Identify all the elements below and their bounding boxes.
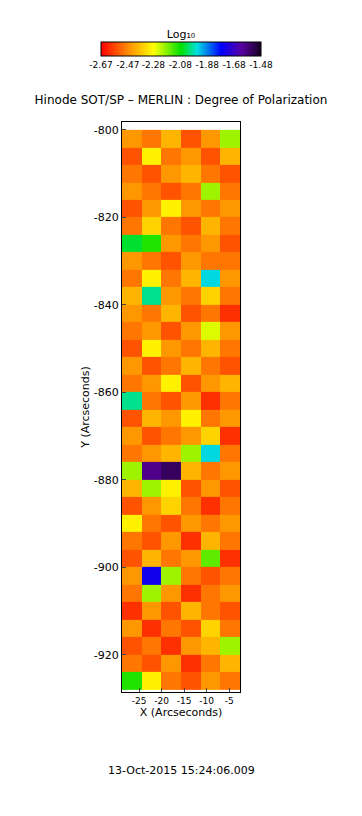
svg-text:-1.88: -1.88 — [196, 60, 220, 70]
svg-text:X (Arcseconds): X (Arcseconds) — [140, 706, 222, 719]
svg-text:-860: -860 — [94, 386, 119, 399]
svg-text:Log₁₀: Log₁₀ — [167, 28, 196, 41]
svg-text:-900: -900 — [94, 561, 119, 574]
svg-text:-25: -25 — [132, 696, 147, 706]
svg-text:-1.68: -1.68 — [222, 60, 246, 70]
svg-text:-2.08: -2.08 — [169, 60, 193, 70]
svg-text:-840: -840 — [94, 299, 119, 312]
svg-text:-800: -800 — [94, 124, 119, 137]
svg-text:-5: -5 — [225, 696, 234, 706]
svg-text:-10: -10 — [199, 696, 214, 706]
svg-text:-20: -20 — [154, 696, 169, 706]
svg-text:13-Oct-2015 15:24:06.009: 13-Oct-2015 15:24:06.009 — [108, 764, 255, 777]
svg-text:-1.48: -1.48 — [249, 60, 273, 70]
svg-text:Y (Arcseconds): Y (Arcseconds) — [79, 366, 92, 449]
svg-text:-2.67: -2.67 — [89, 60, 112, 70]
svg-text:Hinode SOT/SP – MERLIN : Degre: Hinode SOT/SP – MERLIN : Degree of Polar… — [35, 93, 328, 107]
svg-text:-880: -880 — [94, 474, 119, 487]
svg-text:-820: -820 — [94, 211, 119, 224]
svg-text:-2.28: -2.28 — [142, 60, 166, 70]
svg-text:-15: -15 — [177, 696, 192, 706]
svg-text:-920: -920 — [94, 649, 119, 662]
svg-text:-2.47: -2.47 — [116, 60, 139, 70]
